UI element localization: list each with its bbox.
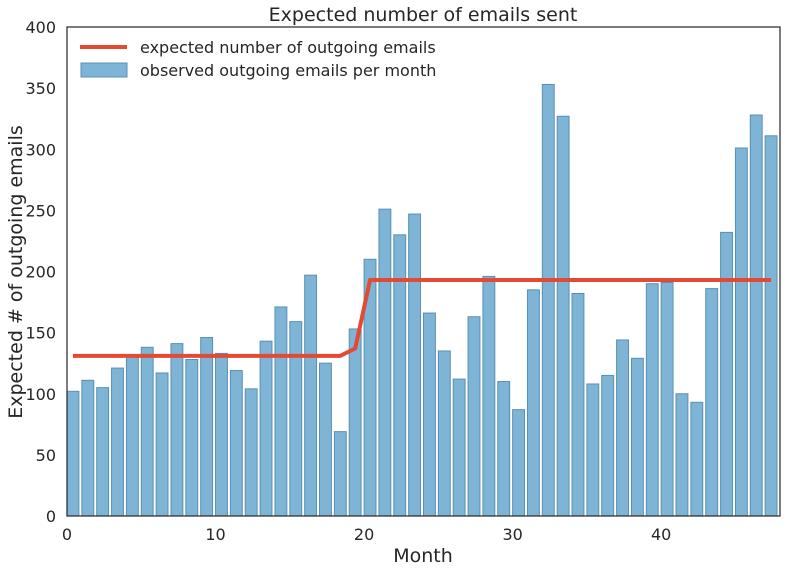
x-ticks: 0 10 20 30 40 <box>62 525 671 544</box>
bar-month-22 <box>393 234 407 517</box>
bar-month-33 <box>556 115 570 517</box>
bar-month-43 <box>705 288 719 517</box>
y-tick-label: 250 <box>25 201 56 220</box>
x-tick-label: 0 <box>62 525 72 544</box>
bar-month-35 <box>586 383 600 517</box>
bar-month-4 <box>125 356 139 517</box>
bar-month-30 <box>512 409 526 517</box>
bar-month-2 <box>96 387 110 517</box>
chart-title: Expected number of emails sent <box>269 4 578 26</box>
y-tick-label: 350 <box>25 79 56 98</box>
bar-month-15 <box>289 321 303 517</box>
bar-month-29 <box>497 381 511 517</box>
plot-frame <box>66 26 781 517</box>
bar-month-24 <box>423 312 436 517</box>
x-tick-label: 20 <box>354 525 374 544</box>
y-tick-label: 100 <box>25 385 56 404</box>
bar-month-26 <box>452 378 466 517</box>
legend-label-line: expected number of outgoing emails <box>140 38 436 57</box>
bar-month-19 <box>348 328 362 517</box>
bar-month-21 <box>378 208 392 517</box>
bar-month-39 <box>645 283 659 517</box>
bar-month-10 <box>215 352 228 517</box>
bar-month-14 <box>274 306 288 517</box>
y-tick-label: 300 <box>25 140 56 159</box>
bar-month-3 <box>111 367 124 517</box>
bar-month-40 <box>660 282 674 517</box>
bar-month-31 <box>526 289 540 517</box>
y-tick-label: 0 <box>46 507 56 526</box>
bar-month-18 <box>333 431 347 517</box>
y-tick-label: 150 <box>25 324 56 343</box>
line-layer <box>72 278 772 358</box>
bars-layer <box>66 83 778 517</box>
bar-month-16 <box>304 274 318 517</box>
bar-month-28 <box>482 275 496 517</box>
bar-month-17 <box>319 362 332 517</box>
bar-month-8 <box>185 359 199 517</box>
bar-month-1 <box>81 379 95 517</box>
expected-emails-line <box>72 278 772 358</box>
bar-month-6 <box>155 372 169 517</box>
bar-month-44 <box>720 231 733 517</box>
bar-month-38 <box>630 357 644 517</box>
bar-month-36 <box>601 374 615 517</box>
legend: expected number of outgoing emails obser… <box>80 38 436 80</box>
x-tick-label: 30 <box>502 525 522 544</box>
bar-month-23 <box>408 213 422 517</box>
y-tick-label: 200 <box>25 263 56 282</box>
bar-month-9 <box>200 337 214 517</box>
bar-month-47 <box>764 135 778 517</box>
x-tick-label: 40 <box>651 525 671 544</box>
bar-month-34 <box>571 293 585 517</box>
y-ticks: 0 50 100 150 200 250 300 350 400 <box>25 18 56 526</box>
bar-month-41 <box>675 393 689 517</box>
bar-month-42 <box>690 401 704 517</box>
bar-month-37 <box>616 339 629 517</box>
x-axis-label: Month <box>393 545 453 567</box>
legend-bar-swatch <box>80 62 128 78</box>
bar-month-25 <box>437 350 451 517</box>
bar-month-45 <box>734 147 748 517</box>
bar-month-11 <box>229 370 243 517</box>
bar-month-13 <box>259 340 273 517</box>
legend-label-bars: observed outgoing emails per month <box>140 61 436 80</box>
bar-month-12 <box>244 388 258 517</box>
bar-month-27 <box>467 316 481 517</box>
x-tick-label: 10 <box>205 525 225 544</box>
bar-month-46 <box>749 114 763 517</box>
bar-month-0 <box>66 390 80 517</box>
y-tick-label: 50 <box>36 446 56 465</box>
bar-month-32 <box>541 83 555 517</box>
y-axis-label: Expected # of outgoing emails <box>5 125 27 419</box>
y-tick-label: 400 <box>25 18 56 37</box>
bar-month-7 <box>170 343 184 517</box>
bar-month-5 <box>140 346 154 517</box>
